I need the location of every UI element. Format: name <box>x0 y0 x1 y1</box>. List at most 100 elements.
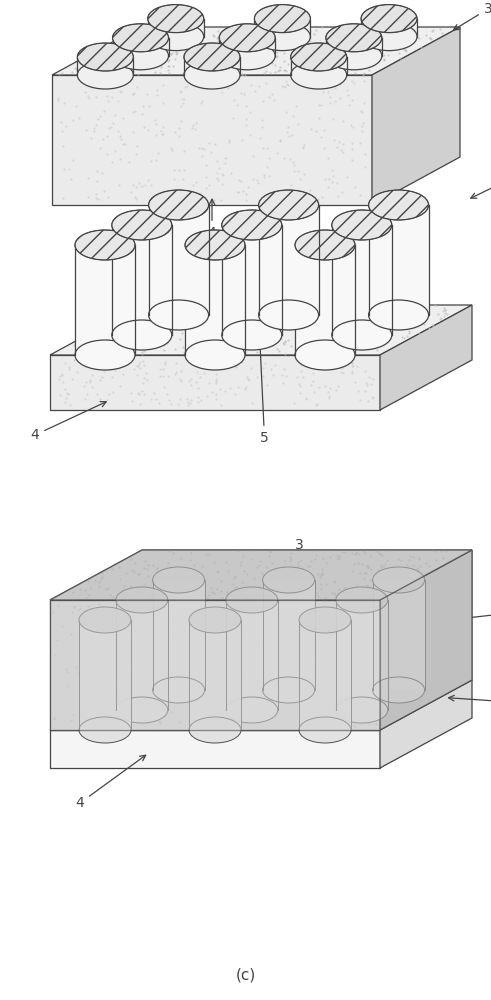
Point <box>240 563 247 579</box>
Point <box>230 92 238 108</box>
Point <box>114 316 122 332</box>
Ellipse shape <box>222 210 282 240</box>
Point <box>215 160 223 176</box>
Point <box>99 636 107 652</box>
Ellipse shape <box>326 24 382 52</box>
Point <box>275 696 283 712</box>
Point <box>134 66 142 82</box>
Point <box>184 692 192 708</box>
Point <box>203 388 211 404</box>
Point <box>298 41 306 57</box>
Point <box>293 98 300 114</box>
Point <box>186 552 193 568</box>
Point <box>130 52 137 68</box>
Point <box>311 700 319 716</box>
Point <box>340 668 348 684</box>
Point <box>347 61 355 77</box>
Point <box>345 87 353 103</box>
Point <box>276 690 284 706</box>
Point <box>67 712 75 728</box>
Point <box>197 57 205 73</box>
Point <box>153 560 161 576</box>
Point <box>86 580 94 596</box>
Point <box>176 371 184 387</box>
Ellipse shape <box>112 320 172 350</box>
Point <box>175 637 183 653</box>
Point <box>321 357 328 373</box>
Ellipse shape <box>75 340 135 370</box>
Ellipse shape <box>259 190 319 220</box>
Point <box>84 189 92 205</box>
Point <box>153 27 161 43</box>
Point <box>292 315 300 331</box>
Point <box>194 389 202 405</box>
Point <box>109 51 116 67</box>
Point <box>128 562 136 578</box>
Point <box>99 346 107 362</box>
Point <box>101 681 109 697</box>
Point <box>113 356 121 372</box>
Point <box>314 58 322 74</box>
Point <box>349 684 357 700</box>
Point <box>281 79 289 95</box>
Point <box>373 342 381 358</box>
Point <box>329 298 337 314</box>
Point <box>164 62 172 78</box>
Point <box>262 63 270 79</box>
Point <box>365 589 373 605</box>
Point <box>96 596 104 612</box>
Point <box>202 701 210 717</box>
Point <box>184 394 191 410</box>
Point <box>242 117 250 133</box>
Point <box>64 386 72 402</box>
Point <box>378 590 386 606</box>
Point <box>371 576 379 592</box>
Point <box>140 386 148 402</box>
Point <box>341 544 349 560</box>
Point <box>152 127 160 143</box>
Point <box>121 39 129 55</box>
Point <box>271 302 279 318</box>
Point <box>384 47 392 63</box>
Point <box>267 361 275 377</box>
Point <box>156 316 164 332</box>
Point <box>353 678 361 694</box>
Point <box>194 682 202 698</box>
Point <box>112 709 120 725</box>
Point <box>330 57 338 73</box>
Point <box>274 343 282 359</box>
Point <box>142 316 150 332</box>
Point <box>59 138 67 154</box>
Ellipse shape <box>299 717 351 743</box>
Point <box>179 65 187 81</box>
Point <box>307 121 315 137</box>
Point <box>325 388 333 404</box>
Point <box>264 678 272 694</box>
Point <box>437 25 445 41</box>
Point <box>144 605 152 621</box>
Point <box>164 660 171 676</box>
Point <box>217 39 224 55</box>
Point <box>72 61 80 77</box>
Point <box>140 576 148 592</box>
Point <box>209 27 217 43</box>
Point <box>164 58 172 74</box>
Point <box>369 371 377 387</box>
Point <box>187 392 195 408</box>
Point <box>187 27 195 43</box>
Point <box>137 383 145 399</box>
Point <box>135 61 142 77</box>
Point <box>354 544 361 560</box>
Point <box>115 660 123 676</box>
Point <box>248 708 256 724</box>
Point <box>65 359 73 375</box>
Text: 5: 5 <box>449 694 491 708</box>
Point <box>74 57 82 73</box>
Point <box>188 326 195 342</box>
Point <box>69 591 77 607</box>
Point <box>202 157 210 173</box>
Point <box>368 619 376 635</box>
Point <box>141 688 149 704</box>
Point <box>119 669 127 685</box>
Point <box>268 639 276 655</box>
